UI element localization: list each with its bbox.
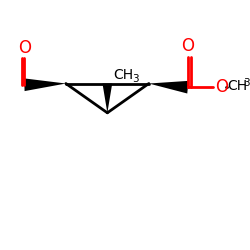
Text: O: O <box>18 39 31 57</box>
Polygon shape <box>149 81 188 94</box>
Polygon shape <box>102 84 112 113</box>
Text: O: O <box>215 78 228 96</box>
Text: 3: 3 <box>243 78 250 88</box>
Polygon shape <box>24 78 66 91</box>
Text: CH: CH <box>114 68 134 82</box>
Text: O: O <box>181 38 194 56</box>
Text: 3: 3 <box>132 74 138 84</box>
Text: CH: CH <box>227 79 247 93</box>
